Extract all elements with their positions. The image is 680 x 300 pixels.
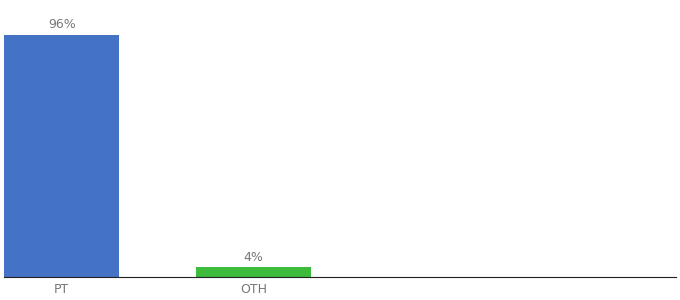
Bar: [4, 34, 119, 277]
Bar: [196, 267, 311, 277]
Text: 96%: 96%: [48, 19, 75, 32]
Text: 4%: 4%: [243, 251, 264, 264]
